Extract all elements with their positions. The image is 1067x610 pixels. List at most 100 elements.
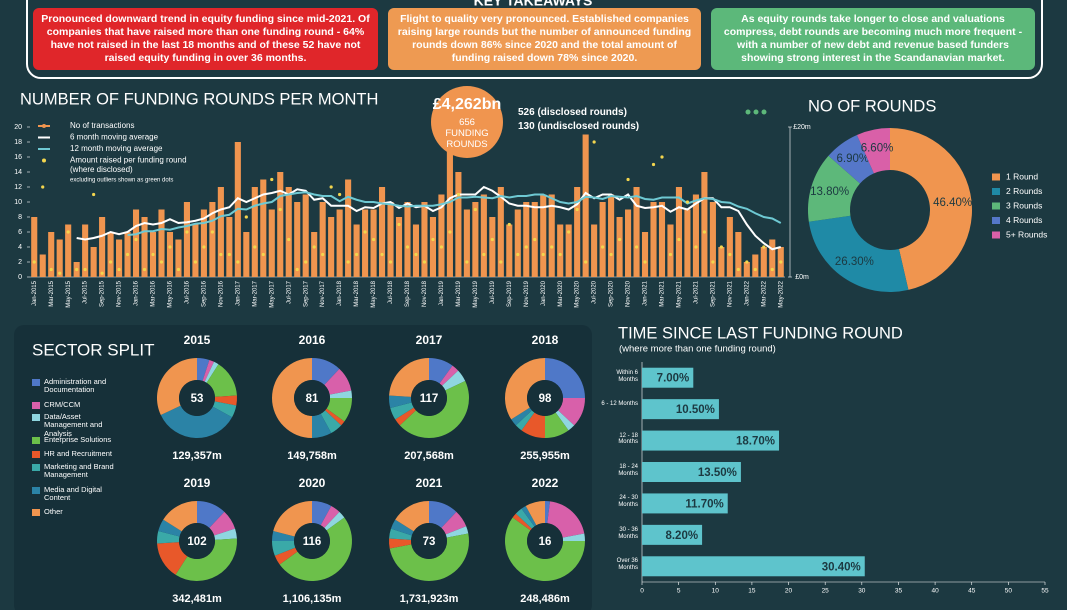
x-tick-label: Jul-2016 bbox=[185, 280, 191, 304]
bar bbox=[345, 179, 352, 277]
bar bbox=[200, 209, 207, 277]
bar bbox=[387, 202, 394, 277]
year-label: 2021 bbox=[416, 476, 443, 490]
value-label: 7.00% bbox=[657, 373, 690, 385]
bar bbox=[548, 194, 555, 277]
legend-label: Enterprise Solutions bbox=[44, 435, 112, 444]
bar bbox=[166, 232, 174, 277]
summary-amount: £4,262bn bbox=[432, 96, 502, 113]
bar bbox=[514, 209, 521, 277]
donut-slice bbox=[272, 531, 295, 541]
year-label: 2015 bbox=[184, 333, 211, 347]
dot bbox=[159, 260, 164, 264]
slice-label: 46.40% bbox=[933, 197, 972, 209]
dot bbox=[321, 252, 325, 257]
dot bbox=[355, 252, 359, 257]
legend-symbol bbox=[42, 158, 46, 163]
dot bbox=[541, 252, 545, 257]
donut-slice bbox=[395, 407, 416, 426]
x-tick-label: Jan-2020 bbox=[541, 280, 547, 306]
dot bbox=[550, 245, 554, 249]
dot bbox=[634, 245, 639, 249]
bar bbox=[455, 172, 462, 277]
dot bbox=[329, 185, 333, 189]
dot bbox=[702, 230, 707, 234]
bar bbox=[412, 224, 420, 277]
dot bbox=[431, 237, 435, 242]
x-tick-label: Jan-2019 bbox=[439, 280, 445, 306]
dot bbox=[711, 260, 715, 264]
dot bbox=[236, 260, 240, 264]
bar bbox=[158, 209, 165, 277]
line bbox=[127, 191, 782, 236]
bar bbox=[472, 202, 479, 277]
dot bbox=[524, 245, 528, 249]
bar bbox=[735, 232, 742, 277]
dot bbox=[584, 260, 588, 264]
legend-label: 6 month moving average bbox=[70, 133, 159, 142]
dot bbox=[270, 177, 274, 182]
x-tick-label: Jan-2022 bbox=[744, 280, 750, 306]
x-tick-label: Sep-2020 bbox=[609, 280, 615, 307]
bar bbox=[446, 149, 453, 277]
x-tick-label: Nov-2018 bbox=[422, 280, 428, 307]
donut-amount: 207,568m bbox=[404, 450, 454, 462]
donut-slice bbox=[320, 505, 340, 528]
x-tick-label: Nov-2021 bbox=[727, 280, 733, 307]
donut-slice bbox=[324, 511, 345, 531]
year-label: 2018 bbox=[532, 333, 559, 347]
donut-slice bbox=[158, 519, 182, 537]
bar bbox=[642, 462, 741, 482]
donut-slice bbox=[325, 408, 345, 426]
donut-count: 116 bbox=[303, 536, 322, 548]
donut-slice bbox=[202, 359, 215, 382]
x-tick-label: Nov-2017 bbox=[320, 280, 326, 307]
donut-amount: 1,106,135m bbox=[283, 593, 342, 605]
bar bbox=[667, 224, 674, 277]
x-tick-label: Mar-2015 bbox=[49, 280, 55, 306]
x-tick-label: 0 bbox=[640, 588, 644, 595]
dot bbox=[719, 245, 723, 249]
pie-slice bbox=[808, 215, 909, 292]
bar bbox=[743, 262, 750, 277]
bar bbox=[328, 217, 335, 277]
y-tick-label: 0 bbox=[18, 274, 22, 281]
legend-item: HR and Recruitment bbox=[32, 449, 124, 458]
bar bbox=[633, 187, 640, 277]
donut-slice bbox=[389, 533, 470, 582]
dot bbox=[405, 245, 410, 249]
donut-count: 81 bbox=[306, 393, 319, 405]
x-tick-label: Mar-2019 bbox=[456, 280, 462, 306]
pie-slice bbox=[890, 128, 972, 290]
legend-swatch bbox=[32, 487, 40, 494]
donut-slice bbox=[272, 358, 312, 438]
dot bbox=[685, 200, 690, 204]
donut-slice bbox=[160, 405, 233, 439]
dot bbox=[516, 252, 520, 257]
x-tick-label: May-2020 bbox=[575, 280, 581, 307]
dot bbox=[626, 177, 630, 182]
bar bbox=[183, 202, 190, 277]
bar bbox=[489, 217, 496, 277]
bar bbox=[141, 217, 148, 277]
bar bbox=[378, 187, 386, 277]
dot bbox=[745, 260, 749, 264]
donut-amount: 1,731,923m bbox=[400, 593, 459, 605]
bar bbox=[574, 187, 581, 277]
bar bbox=[90, 247, 97, 277]
dot bbox=[371, 237, 376, 242]
donut-slice bbox=[515, 508, 535, 529]
dot bbox=[558, 252, 562, 257]
donut-slice bbox=[324, 368, 352, 395]
legend-swatch bbox=[32, 451, 40, 458]
legend-swatch bbox=[992, 217, 1000, 224]
legend-label: 2 Rounds bbox=[1006, 186, 1042, 196]
donut-slice bbox=[326, 398, 352, 422]
legend-label: No of transactions bbox=[70, 121, 134, 130]
donut-slice bbox=[163, 501, 197, 532]
bar bbox=[243, 232, 250, 277]
dot bbox=[168, 245, 172, 249]
y-tick-label: 8 bbox=[18, 214, 22, 221]
bar bbox=[311, 232, 318, 277]
bar bbox=[132, 209, 140, 277]
